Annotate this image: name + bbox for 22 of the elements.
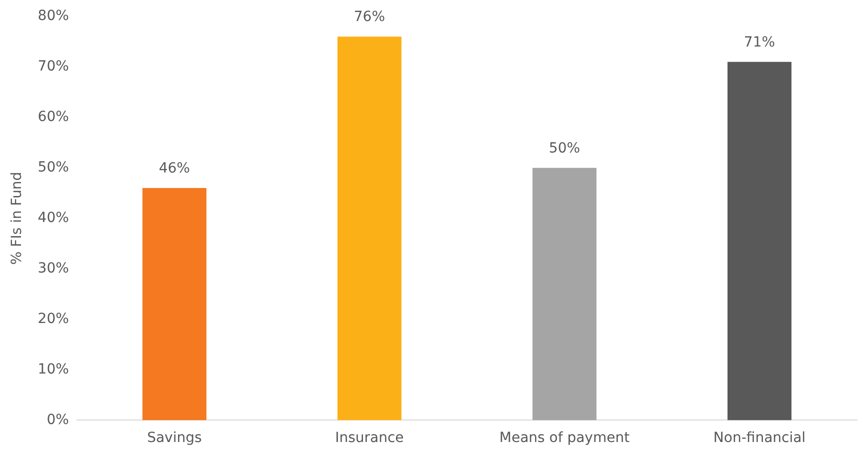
y-tick-label: 70% bbox=[38, 58, 69, 75]
y-tick-label: 10% bbox=[38, 361, 69, 378]
data-label: 71% bbox=[744, 34, 776, 50]
bar bbox=[337, 36, 402, 420]
x-tick-label: Savings bbox=[147, 430, 202, 446]
bar bbox=[142, 188, 206, 420]
data-label: 50% bbox=[548, 140, 580, 156]
x-tick-label: Means of payment bbox=[499, 430, 630, 446]
y-tick-label: 30% bbox=[38, 260, 69, 276]
y-tick-label: 0% bbox=[46, 412, 69, 428]
y-tick-label: 80% bbox=[38, 8, 69, 24]
y-axis-title: % FIs in Fund bbox=[9, 172, 26, 265]
x-tick-label: Insurance bbox=[335, 430, 404, 446]
y-tick-label: 50% bbox=[38, 159, 69, 176]
data-label: 76% bbox=[354, 9, 386, 26]
y-tick-label: 40% bbox=[38, 210, 69, 226]
y-tick-label: 20% bbox=[38, 310, 69, 327]
bar bbox=[532, 168, 596, 420]
y-tick-label: 60% bbox=[38, 108, 69, 125]
data-label: 46% bbox=[158, 160, 190, 177]
x-tick-label: Non-financial bbox=[713, 430, 806, 446]
bar bbox=[728, 62, 792, 420]
